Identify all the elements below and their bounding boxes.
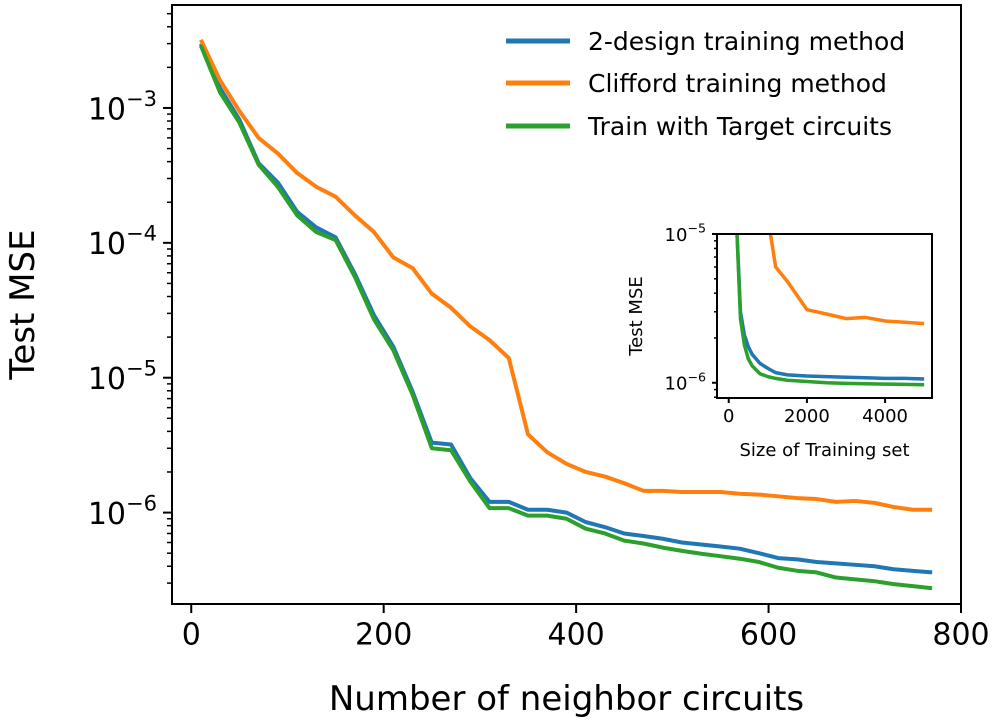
inset-plot: 0 2000 4000 10−5 10−6 Size of Training set Tes… [626,221,933,461]
inset-series-line-2 [768,234,925,326]
legend-label-3: Train with Target circuits [587,112,892,141]
inset-x-tick-label: 2000 [784,406,830,427]
inset-y-axis-label: Test MSE [626,276,647,357]
main-series-line-2 [199,38,933,512]
legend-label-2: Clifford training method [588,69,887,98]
inset-frame [716,233,933,399]
main-x-tick-label: 400 [547,618,604,653]
inset-series-line-3 [735,234,925,387]
main-x-tick-label: 800 [932,618,989,653]
inset-series-line-1 [735,234,925,381]
main-series-line-3 [199,44,933,591]
main-x-axis-label: Number of neighbor circuits [329,679,804,719]
inset-x-tick-label: 0 [723,406,734,427]
main-x-tick-label: 0 [182,618,201,653]
main-frame [171,4,962,605]
main-plot: 0 200 400 600 800 10−3 10−4 10−5 10−6 Number of n… [3,4,990,719]
inset-x-tick-label: 4000 [862,406,908,427]
main-y-tick-label: 10−5 [88,357,157,398]
main-y-tick-label: 10−6 [88,491,157,532]
main-y-axis-label: Test MSE [3,229,43,380]
main-x-tick-label: 600 [740,618,797,653]
inset-y-tick-label: 10−5 [665,221,706,246]
inset-y-tick-label: 10−6 [665,370,706,395]
main-y-tick-label: 10−4 [88,222,157,263]
main-x-tick-label: 200 [355,618,412,653]
inset-x-axis-label: Size of Training set [740,440,910,461]
legend-label-1: 2-design training method [588,27,905,56]
main-y-tick-label: 10−3 [88,87,157,128]
main-series-line-1 [199,42,933,575]
legend: 2-design training method Clifford trainin… [506,27,905,141]
